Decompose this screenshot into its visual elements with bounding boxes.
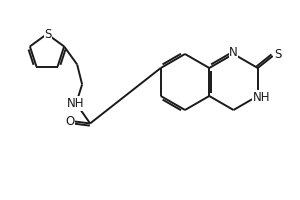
Text: NH: NH xyxy=(253,90,271,104)
Text: S: S xyxy=(44,27,52,40)
Text: O: O xyxy=(65,115,75,128)
Text: S: S xyxy=(274,48,281,62)
Text: NH: NH xyxy=(68,97,85,110)
Text: N: N xyxy=(229,46,238,60)
